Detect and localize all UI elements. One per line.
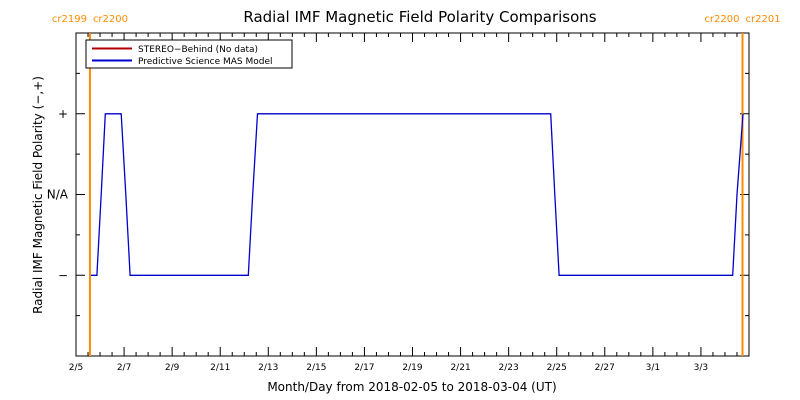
x-tick-label: 3/3 bbox=[694, 363, 708, 373]
series-layer bbox=[90, 113, 744, 276]
x-tick-label: 2/5 bbox=[69, 363, 83, 373]
x-tick-label: 2/21 bbox=[450, 363, 470, 373]
x-tick-label: 2/17 bbox=[354, 363, 374, 373]
x-tick-label: 2/27 bbox=[595, 363, 615, 373]
x-tick-label: 2/19 bbox=[402, 363, 422, 373]
x-tick-label: 2/15 bbox=[306, 363, 326, 373]
carrington-markers: cr2199 cr2200 cr2200 cr2201 bbox=[52, 14, 781, 356]
y-axis-label: Radial IMF Magnetic Field Polarity (−,+) bbox=[31, 76, 45, 314]
carrington-label-left: cr2200 bbox=[704, 14, 739, 25]
x-tick-label: 3/1 bbox=[646, 363, 660, 373]
legend: STEREO−Behind (No data) Predictive Scien… bbox=[85, 39, 293, 69]
x-tick-label: 2/13 bbox=[258, 363, 278, 373]
y-tick-label: + bbox=[58, 107, 68, 121]
legend-box bbox=[85, 39, 293, 69]
carrington-label-right: cr2200 bbox=[93, 14, 128, 25]
x-tick-label: 2/9 bbox=[165, 363, 180, 373]
chart-title: Radial IMF Magnetic Field Polarity Compa… bbox=[243, 8, 596, 26]
series-line-1 bbox=[90, 113, 744, 276]
legend-label-mas-model: Predictive Science MAS Model bbox=[138, 57, 273, 67]
legend-label-stereo: STEREO−Behind (No data) bbox=[138, 45, 258, 55]
x-tick-label: 2/25 bbox=[547, 363, 567, 373]
x-axis: 2/5 2/7 2/9 2/11 2/13 2/15 2/17 2/19 2/21 2/23 2/2… bbox=[69, 33, 750, 373]
x-tick-label: 2/7 bbox=[117, 363, 131, 373]
carrington-label-right: cr2201 bbox=[746, 14, 781, 25]
x-axis-label: Month/Day from 2018-02-05 to 2018-03-04 … bbox=[267, 380, 556, 394]
x-tick-label: 2/23 bbox=[499, 363, 519, 373]
y-axis: + N/A − bbox=[47, 32, 749, 357]
carrington-label-left: cr2199 bbox=[52, 14, 87, 25]
y-tick-label: − bbox=[58, 268, 68, 282]
y-tick-label: N/A bbox=[47, 188, 69, 202]
x-tick-label: 2/11 bbox=[210, 363, 230, 373]
